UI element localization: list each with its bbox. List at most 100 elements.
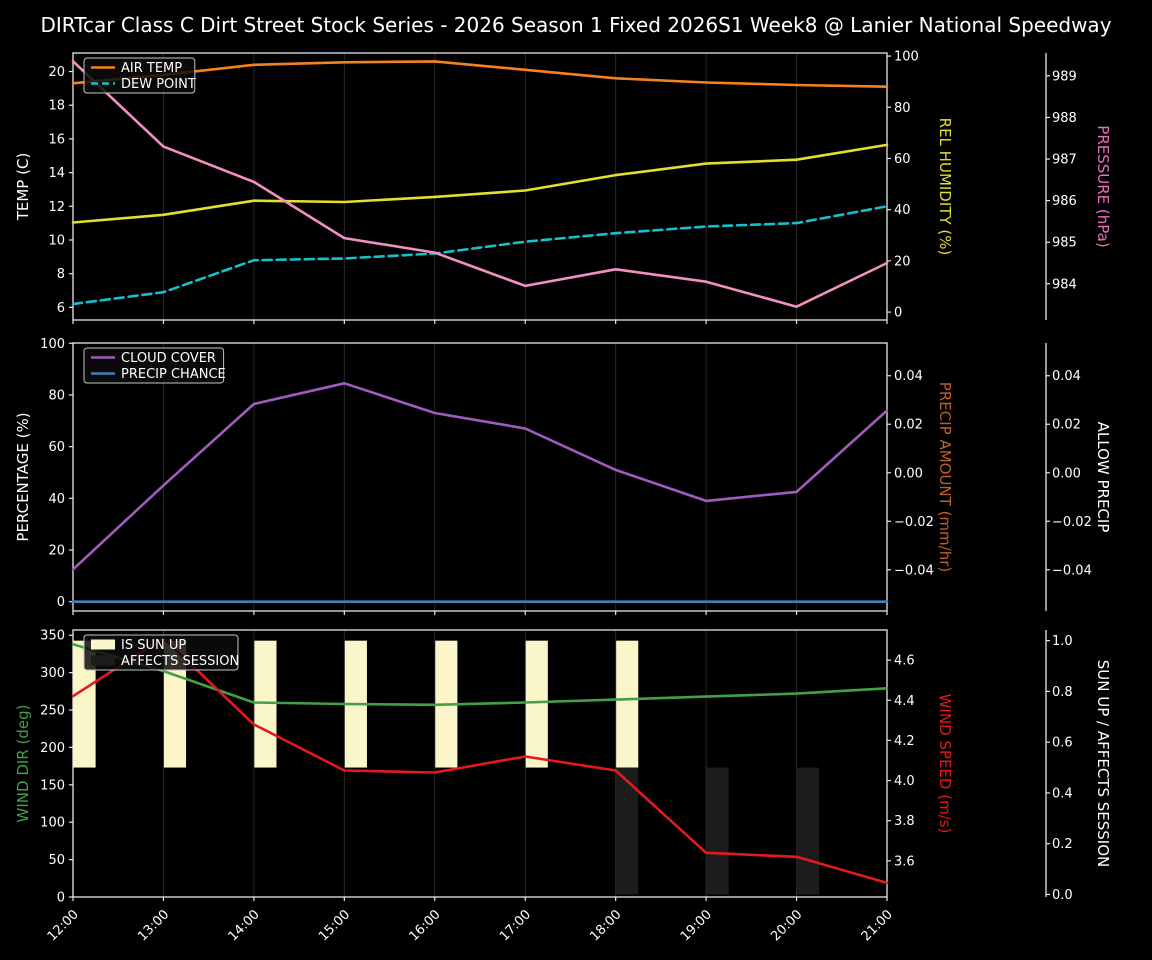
tick-label: −0.04 xyxy=(894,563,934,578)
wind-speed-m-s-axis-label: WIND SPEED (m/s) xyxy=(936,694,954,834)
pressure-line xyxy=(71,59,889,309)
sun-up-affects-session-axis-label: SUN UP / AFFECTS SESSION xyxy=(1094,660,1112,868)
tick-label: 8 xyxy=(57,267,65,282)
wind-panel: 0 50 100 150 200 250 300 350 WIND DIR (deg) 3.6 3.… xyxy=(14,629,1112,945)
tick-label: −0.04 xyxy=(1052,563,1092,578)
tick-label: 10 xyxy=(48,233,65,248)
legend-label: AIR TEMP xyxy=(121,61,182,76)
affects-session-bar xyxy=(706,767,729,895)
pressure-hpa-axis-label: PRESSURE (hPa) xyxy=(1094,125,1112,247)
tick-label: 0.0 xyxy=(1052,888,1073,903)
tick-label: 350 xyxy=(40,629,65,644)
tick-label: 986 xyxy=(1052,194,1077,209)
tick-label: 0.04 xyxy=(1052,369,1081,384)
tick-label: 4.2 xyxy=(894,734,915,749)
x-tick-label: 20:00 xyxy=(768,907,805,944)
air-temp-line xyxy=(71,60,889,88)
tick-label: 80 xyxy=(894,101,911,116)
tick-label: 20 xyxy=(48,544,65,559)
legend-label: PRECIP CHANCE xyxy=(121,367,226,382)
x-tick-label: 17:00 xyxy=(497,907,534,944)
x-tick-label: 13:00 xyxy=(135,907,172,944)
tick-label: 250 xyxy=(40,704,65,719)
rel-humidity-line xyxy=(71,143,889,224)
x-tick-label: 14:00 xyxy=(226,907,263,944)
legend-box xyxy=(83,347,225,384)
legend-label: IS SUN UP xyxy=(121,638,186,653)
legend-swatch xyxy=(91,639,115,650)
tick-label: 18 xyxy=(48,99,65,114)
is-sun-up-bar xyxy=(615,640,639,768)
legend-label: CLOUD COVER xyxy=(121,351,216,366)
tick-label: 80 xyxy=(48,388,65,403)
affects-session-bar xyxy=(796,767,820,895)
clouds-precip-panel: 0 20 40 60 80 100 PERCENTAGE (%) −0.04 −0.02 0.00… xyxy=(14,337,1112,615)
dew-point-line xyxy=(71,205,889,306)
tick-label: 0.00 xyxy=(894,466,923,481)
panel-frame xyxy=(72,52,888,321)
tick-label: 0 xyxy=(57,595,65,610)
tick-label: 100 xyxy=(894,50,919,65)
tick-label: 40 xyxy=(894,203,911,218)
tick-label: 14 xyxy=(48,166,65,181)
tick-label: 985 xyxy=(1052,236,1077,251)
chart-title: DIRTcar Class C Dirt Street Stock Series… xyxy=(40,13,1112,37)
is-sun-up-bar xyxy=(253,640,277,768)
tick-label: 20 xyxy=(894,254,911,269)
legend-label: DEW POINT xyxy=(121,77,196,92)
tick-label: 150 xyxy=(40,778,65,793)
tick-label: 6 xyxy=(57,301,65,316)
tick-label: 0.00 xyxy=(1052,466,1081,481)
temp-c-axis-label: TEMP (C) xyxy=(14,153,32,222)
tick-label: 3.6 xyxy=(894,854,915,869)
tick-label: 50 xyxy=(48,853,65,868)
tick-label: −0.02 xyxy=(1052,515,1092,530)
tick-label: 20 xyxy=(48,65,65,80)
x-tick-label: 18:00 xyxy=(587,907,624,944)
tick-label: −0.02 xyxy=(894,515,934,530)
tick-label: 0 xyxy=(57,891,65,906)
tick-label: 60 xyxy=(48,440,65,455)
x-tick-label: 19:00 xyxy=(678,907,715,944)
wind-speed-line xyxy=(71,636,889,885)
tick-label: 4.4 xyxy=(894,694,915,709)
temperature-panel: 6 8 10 12 14 16 18 20 TEMP (C) 0 20 40 60 80 100 REL HU… xyxy=(14,50,1112,324)
allow-precip-axis-label: ALLOW PRECIP xyxy=(1094,422,1112,533)
tick-label: 12 xyxy=(48,200,65,215)
tick-label: 1.0 xyxy=(1052,634,1073,649)
tick-label: 0.02 xyxy=(1052,418,1081,433)
tick-label: 40 xyxy=(48,492,65,507)
panel-frame xyxy=(72,629,888,898)
tick-label: 4.0 xyxy=(894,774,915,789)
is-sun-up-bar xyxy=(73,640,96,768)
tick-label: 984 xyxy=(1052,277,1077,292)
panel-frame xyxy=(72,342,888,612)
precip-amount-mm-hr-axis-label: PRECIP AMOUNT (mm/hr) xyxy=(936,382,954,572)
tick-label: 0.2 xyxy=(1052,837,1073,852)
x-tick-label: 21:00 xyxy=(859,907,896,944)
tick-label: 100 xyxy=(40,816,65,831)
tick-label: 0.04 xyxy=(894,369,923,384)
tick-label: 988 xyxy=(1052,111,1077,126)
tick-label: 16 xyxy=(48,132,65,147)
tick-label: 0.6 xyxy=(1052,736,1073,751)
x-tick-label: 16:00 xyxy=(407,907,444,944)
percentage-axis-label: PERCENTAGE (%) xyxy=(14,412,32,541)
tick-label: 300 xyxy=(40,666,65,681)
tick-label: 4.6 xyxy=(894,654,915,669)
legend-label: AFFECTS SESSION xyxy=(121,654,239,669)
legend-swatch xyxy=(91,655,115,666)
tick-label: 100 xyxy=(40,337,65,352)
wind-dir-deg-axis-label: WIND DIR (deg) xyxy=(14,705,32,823)
cloud-cover-line xyxy=(71,381,889,571)
affects-session-bar xyxy=(615,767,639,895)
tick-label: 0.4 xyxy=(1052,786,1073,801)
legend-box xyxy=(83,634,239,671)
tick-label: 0.8 xyxy=(1052,685,1073,700)
x-tick-label: 15:00 xyxy=(316,907,353,944)
